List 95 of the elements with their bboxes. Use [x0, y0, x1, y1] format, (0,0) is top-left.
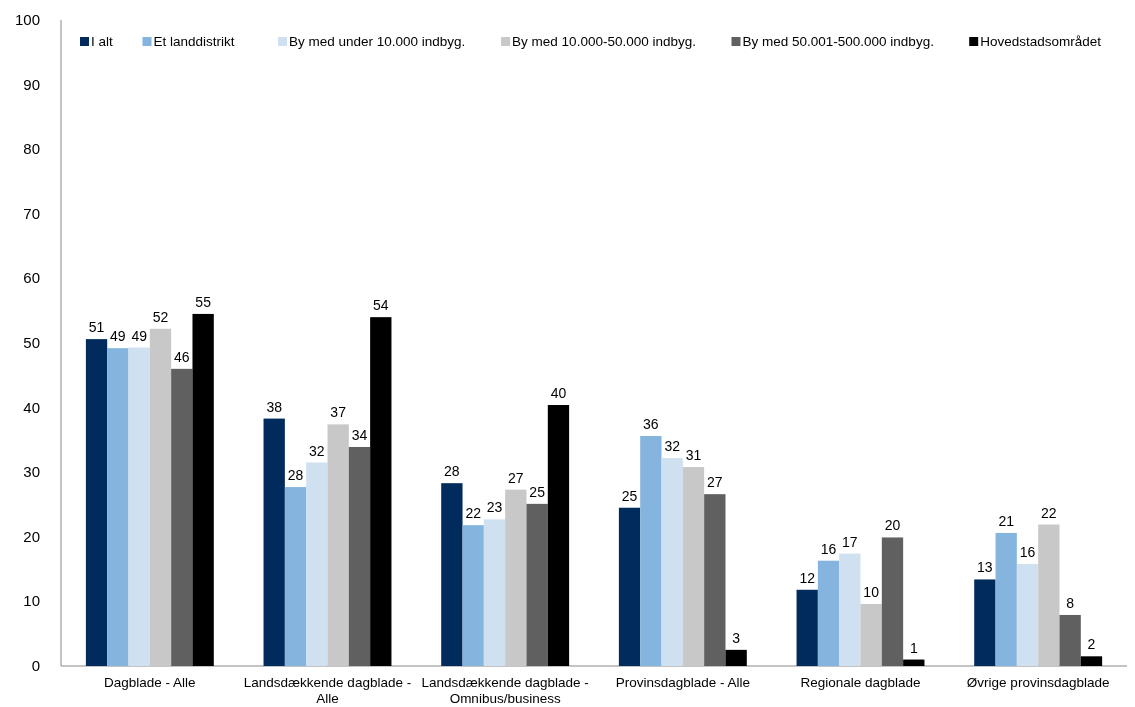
data-label: 49	[131, 327, 148, 344]
bar	[903, 659, 925, 666]
bar	[462, 525, 484, 666]
data-label: 37	[330, 404, 347, 421]
data-label: 46	[174, 348, 190, 365]
x-tick-label: Regionale dagblade	[800, 675, 921, 690]
bar	[796, 589, 818, 666]
data-label: 36	[643, 416, 659, 433]
x-tick-label: Landsdækkende dagblade - Omnibus/business	[421, 675, 589, 706]
y-tick-label: 30	[23, 463, 40, 481]
data-label: 51	[88, 319, 105, 336]
bar	[881, 537, 904, 666]
y-tick-label: 80	[23, 140, 40, 158]
data-label: 40	[550, 385, 567, 402]
bar	[661, 457, 683, 666]
bar	[128, 347, 150, 666]
data-label: 38	[266, 398, 283, 415]
y-tick-label: 10	[23, 592, 40, 610]
data-label: 12	[799, 569, 816, 586]
y-tick-label: 20	[23, 527, 40, 545]
bar	[1038, 524, 1060, 666]
data-label: 17	[842, 533, 858, 550]
legend-label: I alt	[91, 34, 114, 49]
y-tick-label: 70	[23, 204, 40, 222]
data-label: 1	[909, 639, 918, 656]
legend-label: Et landdistrikt	[153, 34, 235, 49]
bar	[995, 532, 1017, 666]
data-label: 2	[1087, 636, 1096, 653]
bar	[704, 494, 726, 666]
x-tick-label: Dagblade - Alle	[104, 675, 196, 690]
data-label: 54	[373, 297, 389, 314]
data-label: 31	[685, 447, 702, 464]
bar	[348, 447, 371, 666]
data-label: 55	[195, 293, 212, 310]
data-label: 34	[351, 427, 368, 444]
data-label: 49	[110, 328, 126, 345]
bar	[526, 503, 548, 666]
y-tick-label: 0	[31, 657, 40, 674]
bar	[370, 317, 392, 666]
y-tick-label: 40	[23, 398, 40, 416]
data-label: 16	[1019, 543, 1036, 560]
bar	[682, 467, 705, 666]
data-label: 16	[820, 540, 837, 557]
data-label: 52	[152, 308, 169, 325]
data-label: 13	[977, 559, 993, 576]
data-label: 20	[884, 517, 901, 534]
data-label: 10	[863, 583, 880, 600]
x-tick-label: Landsdækkende dagblade - Alle	[243, 675, 412, 706]
bar	[547, 405, 570, 666]
bar	[149, 328, 172, 666]
data-label: 23	[486, 499, 503, 516]
bar	[725, 649, 747, 666]
data-label: 25	[529, 483, 546, 500]
bar	[860, 603, 882, 666]
data-label: 22	[1041, 504, 1057, 521]
bar	[306, 462, 328, 666]
bar	[327, 424, 349, 666]
y-tick-label: 100	[14, 11, 40, 28]
data-label: 27	[508, 469, 524, 486]
bar	[839, 553, 861, 666]
data-label: 27	[707, 474, 723, 491]
data-label: 3	[732, 629, 741, 646]
data-label: 32	[309, 442, 325, 459]
legend-label: By med 50.001-500.000 indbyg.	[742, 34, 934, 49]
bar	[974, 579, 996, 666]
bar	[441, 483, 463, 666]
bar	[817, 560, 840, 666]
data-label: 21	[998, 512, 1015, 529]
bar	[284, 487, 307, 666]
bar	[1080, 656, 1103, 666]
data-label: 28	[444, 463, 460, 480]
bar	[505, 489, 527, 666]
x-tick-label: Øvrige provinsdagblade	[966, 675, 1110, 690]
bar	[483, 519, 506, 666]
bar	[1059, 614, 1081, 666]
legend-label: By med under 10.000 indbyg.	[289, 34, 466, 49]
bar	[640, 436, 662, 666]
legend-label: Hovedstadsområdet	[980, 34, 1102, 49]
data-label: 28	[287, 467, 304, 484]
y-tick-label: 90	[23, 75, 40, 93]
bar	[107, 348, 129, 666]
x-tick-label: Provinsdagblade - Alle	[615, 675, 751, 690]
data-label: 25	[621, 487, 638, 504]
bar	[1016, 563, 1039, 666]
data-label: 8	[1066, 594, 1075, 611]
legend-label: By med 10.000-50.000 indbyg.	[512, 34, 696, 49]
data-label: 22	[465, 505, 482, 522]
bar	[171, 368, 193, 666]
bar	[263, 418, 285, 666]
bar	[85, 339, 108, 666]
data-label: 32	[664, 437, 681, 454]
bar	[192, 313, 214, 666]
y-tick-label: 50	[23, 334, 40, 351]
bar	[618, 507, 641, 666]
y-tick-label: 60	[23, 269, 40, 287]
